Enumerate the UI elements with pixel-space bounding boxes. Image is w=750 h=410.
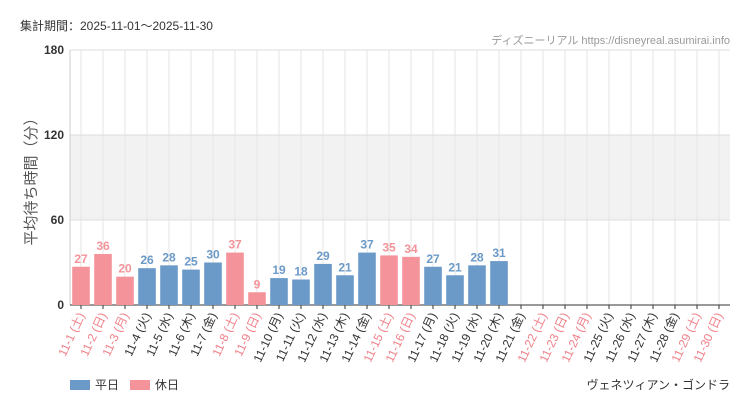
value-label: 27 [74,252,88,266]
y-axis-label: 平均待ち時間（分） [23,110,40,245]
value-label: 31 [492,246,506,260]
grid-band [70,135,730,220]
value-label: 20 [118,262,132,276]
value-label: 27 [426,252,440,266]
bar [182,269,200,305]
value-label: 37 [228,238,242,252]
bar [402,256,420,305]
legend-label: 休日 [155,378,179,392]
bar [468,265,486,305]
bar [248,292,266,305]
y-tick-label: 120 [44,128,64,142]
bar [116,276,134,305]
bar [292,279,310,305]
value-label: 26 [140,253,154,267]
value-label: 28 [470,250,484,264]
value-label: 25 [184,255,198,269]
y-tick-label: 0 [57,298,64,312]
value-label: 30 [206,248,220,262]
legend-swatch [130,380,150,390]
bar [160,265,178,305]
bar [424,266,442,305]
bar [490,261,508,305]
y-tick-label: 180 [44,43,64,57]
legend-label: 平日 [95,378,119,392]
value-label: 36 [96,239,110,253]
value-label: 37 [360,238,374,252]
chart-title: 集計期間：2025-11-01～2025-11-30 [20,18,213,33]
value-label: 21 [448,260,462,274]
value-label: 18 [294,265,308,279]
bar [94,254,112,305]
bar [446,275,464,305]
value-label: 9 [254,277,261,291]
bar [138,268,156,305]
attraction-name: ヴェネツィアン・ゴンドラ [586,377,730,392]
bar [314,263,332,305]
bar [380,255,398,305]
value-label: 28 [162,250,176,264]
value-label: 35 [382,240,396,254]
y-tick-label: 60 [51,213,65,227]
bar [336,275,354,305]
source: ディズニーリアル https://disneyreal.asumirai.inf… [491,33,730,47]
value-label: 19 [272,263,286,277]
bar [358,252,376,305]
value-label: 34 [404,242,418,256]
value-label: 29 [316,249,330,263]
bar [270,278,288,305]
bar [72,266,90,305]
bar [204,262,222,305]
bar [226,252,244,305]
value-label: 21 [338,260,352,274]
legend-swatch [70,380,90,390]
